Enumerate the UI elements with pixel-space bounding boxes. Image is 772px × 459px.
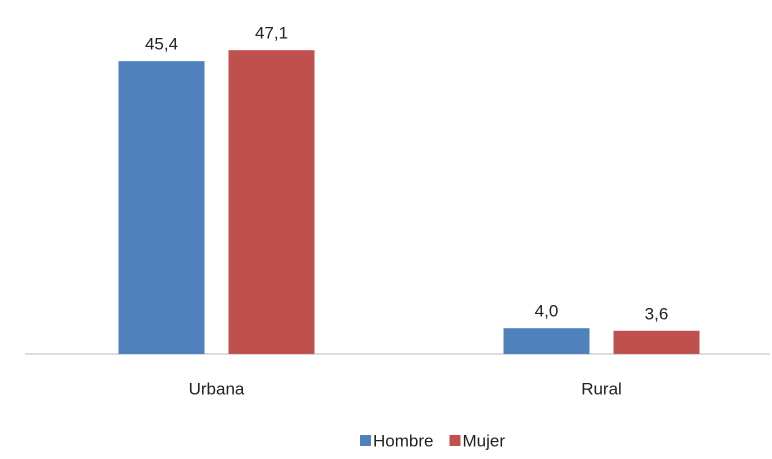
data-label: 4,0 bbox=[535, 302, 559, 321]
bar bbox=[613, 330, 700, 354]
legend-swatch bbox=[360, 435, 371, 446]
x-tick-label: Urbana bbox=[189, 379, 245, 398]
bar bbox=[118, 61, 205, 355]
bar bbox=[503, 328, 590, 354]
legend-label: Mujer bbox=[462, 431, 505, 450]
x-tick-label: Rural bbox=[581, 379, 622, 398]
legend-swatch bbox=[449, 435, 461, 446]
data-label: 47,1 bbox=[255, 24, 288, 43]
data-label: 45,4 bbox=[145, 35, 178, 54]
bar bbox=[228, 50, 315, 355]
data-label: 3,6 bbox=[645, 304, 669, 323]
legend-label: Hombre bbox=[373, 431, 433, 450]
